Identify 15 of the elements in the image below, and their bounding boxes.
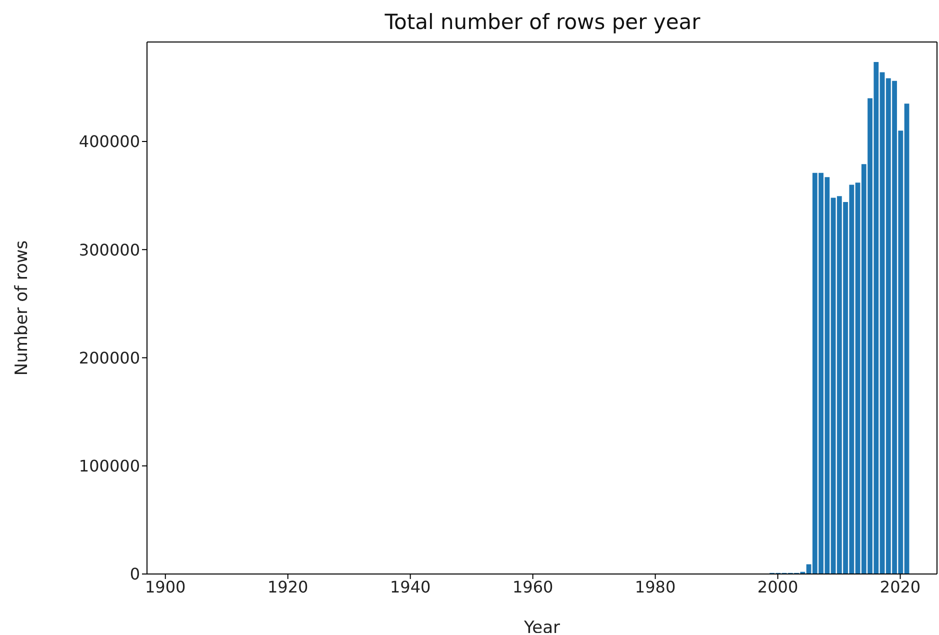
- y-axis-title: Number of rows: [12, 240, 32, 376]
- x-tick-label: 1960: [512, 577, 554, 596]
- x-tick-label: 2000: [757, 577, 798, 596]
- chart-title: Total number of rows per year: [384, 10, 702, 34]
- x-tick-label: 1920: [267, 577, 308, 596]
- y-tick-label: 400000: [78, 132, 140, 152]
- x-tick-label: 2020: [880, 577, 921, 596]
- y-tick-label: 200000: [78, 348, 140, 368]
- y-tick-label: 0: [130, 564, 140, 584]
- x-tick-label: 1940: [390, 577, 431, 596]
- x-tick-label: 1900: [145, 577, 186, 596]
- y-tick-label: 300000: [78, 240, 140, 260]
- x-tick-label: 1980: [634, 577, 676, 596]
- y-tick-label: 100000: [78, 456, 140, 476]
- x-axis-title: Year: [523, 618, 560, 635]
